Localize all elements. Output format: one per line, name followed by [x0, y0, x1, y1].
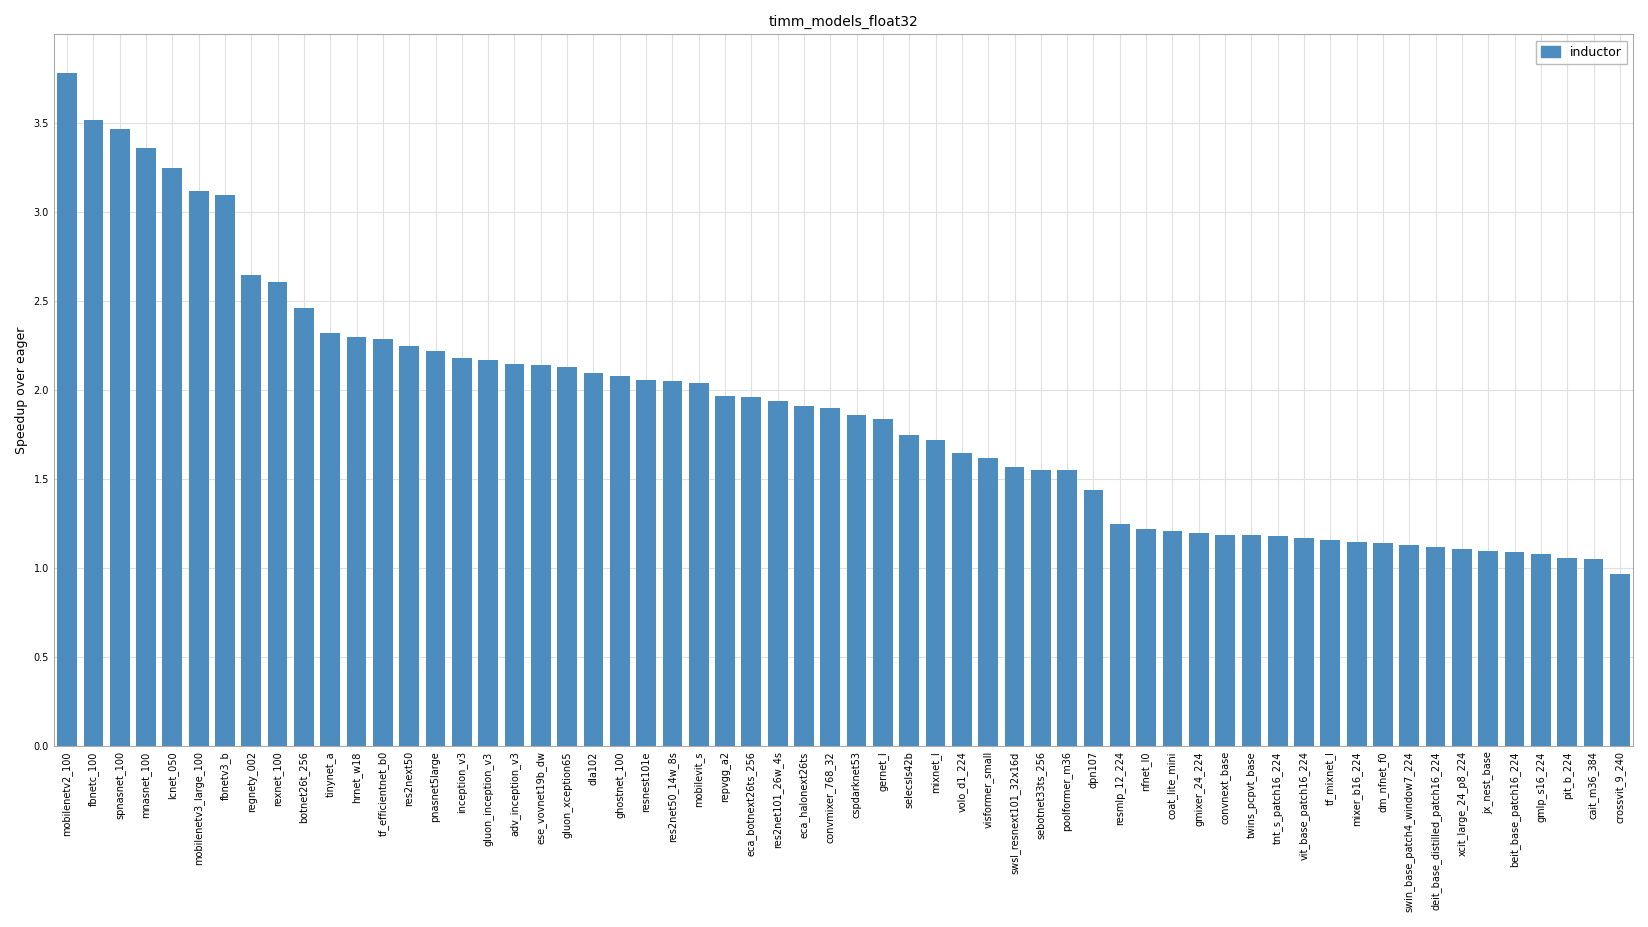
Bar — [163, 168, 183, 746]
Bar — [979, 458, 999, 746]
Bar — [953, 452, 972, 746]
Bar — [1346, 541, 1366, 746]
Bar — [1162, 531, 1182, 746]
Bar — [1294, 538, 1313, 746]
Bar — [504, 363, 524, 746]
Bar — [1215, 535, 1234, 746]
Bar — [110, 129, 130, 746]
Bar — [293, 309, 313, 746]
Bar — [1135, 529, 1155, 746]
Bar — [1505, 552, 1524, 746]
Bar — [583, 373, 603, 746]
Bar — [399, 346, 419, 746]
Bar — [1452, 549, 1472, 746]
Bar — [1241, 535, 1261, 746]
Bar — [372, 338, 392, 746]
Bar — [557, 367, 577, 746]
Bar — [1084, 490, 1104, 746]
Bar — [478, 360, 498, 746]
Bar — [1373, 543, 1393, 746]
Title: timm_models_float32: timm_models_float32 — [768, 15, 918, 29]
Bar — [452, 359, 471, 746]
Bar — [715, 396, 735, 746]
Bar — [531, 365, 550, 746]
Bar — [768, 401, 788, 746]
Bar — [1426, 547, 1445, 746]
Bar — [847, 415, 867, 746]
Bar — [1111, 524, 1129, 746]
Bar — [610, 376, 630, 746]
Bar — [216, 195, 236, 746]
Bar — [636, 380, 656, 746]
Bar — [425, 351, 445, 746]
Bar — [320, 334, 339, 746]
Bar — [689, 383, 709, 746]
Bar — [242, 274, 260, 746]
Bar — [1058, 471, 1078, 746]
Legend: inductor: inductor — [1536, 41, 1627, 64]
Bar — [1557, 558, 1577, 746]
Bar — [346, 337, 366, 746]
Bar — [742, 398, 761, 746]
Bar — [1267, 537, 1287, 746]
Bar — [1399, 545, 1419, 746]
Bar — [1478, 551, 1498, 746]
Bar — [190, 191, 209, 746]
Bar — [794, 406, 814, 746]
Bar — [1032, 471, 1051, 746]
Bar — [137, 148, 157, 746]
Bar — [58, 73, 77, 746]
Bar — [267, 282, 287, 746]
Bar — [1531, 554, 1551, 746]
Bar — [1584, 560, 1604, 746]
Bar — [662, 381, 682, 746]
Bar — [926, 440, 946, 746]
Bar — [1610, 574, 1630, 746]
Bar — [1188, 533, 1208, 746]
Bar — [900, 435, 920, 746]
Bar — [1320, 540, 1340, 746]
Bar — [821, 408, 840, 746]
Bar — [1005, 467, 1025, 746]
Y-axis label: Speedup over eager: Speedup over eager — [15, 326, 28, 454]
Bar — [84, 120, 104, 746]
Bar — [873, 419, 893, 746]
